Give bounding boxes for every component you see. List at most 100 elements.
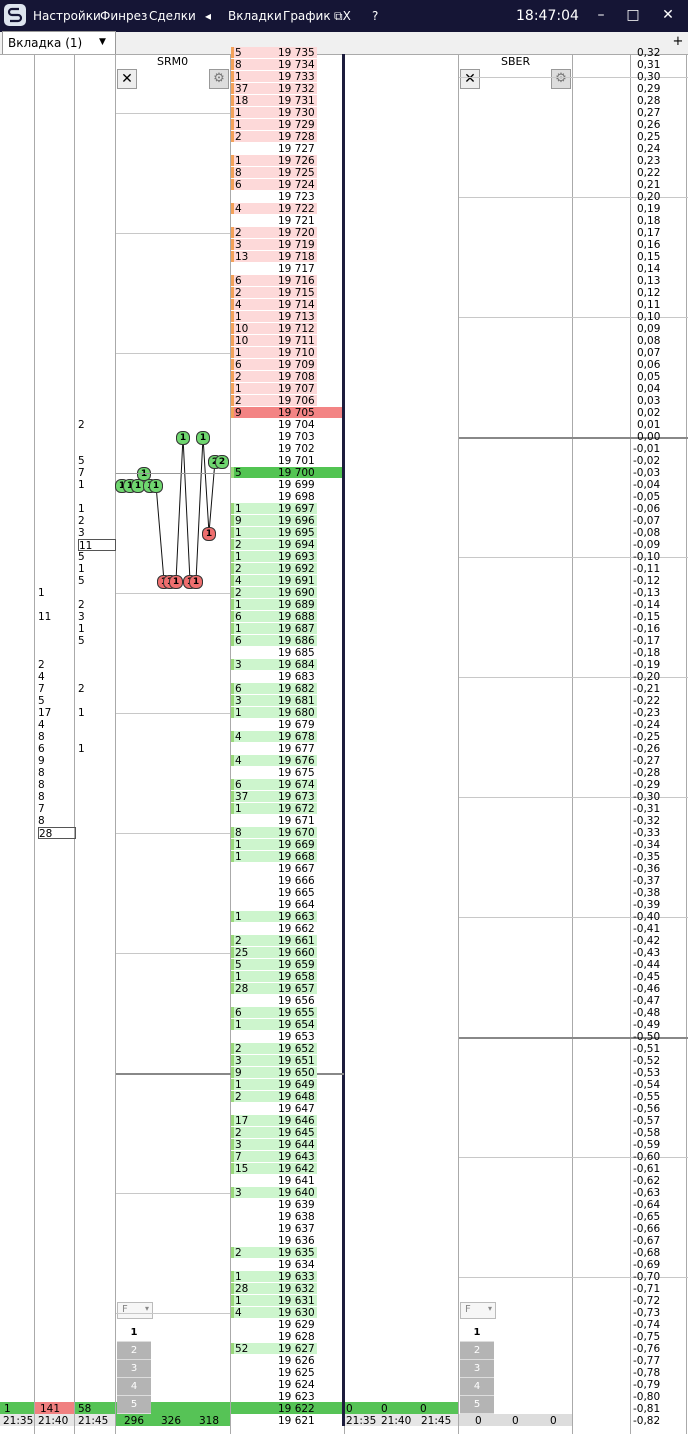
book-qty[interactable]: 3 bbox=[235, 659, 242, 671]
book-qty[interactable]: 1 bbox=[235, 707, 242, 719]
book-price[interactable]: 19 723 bbox=[278, 191, 315, 203]
book-qty[interactable]: 1 bbox=[235, 623, 242, 635]
menu-finres[interactable]: Финрез bbox=[100, 9, 148, 23]
book-price[interactable]: 19 634 bbox=[278, 1259, 315, 1271]
trade-marker[interactable]: 1 bbox=[169, 575, 183, 589]
book-qty[interactable]: 3 bbox=[235, 1055, 242, 1067]
trade-marker[interactable]: 1 bbox=[189, 575, 203, 589]
left-page-1[interactable]: 1 bbox=[117, 1324, 151, 1342]
book-qty[interactable]: 1 bbox=[235, 155, 242, 167]
left-page-5[interactable]: 5 bbox=[117, 1396, 151, 1414]
book-qty[interactable]: 1 bbox=[235, 911, 242, 923]
book-qty[interactable]: 1 bbox=[235, 347, 242, 359]
book-price[interactable]: 19 679 bbox=[278, 719, 315, 731]
book-price[interactable]: 19 660 bbox=[278, 947, 315, 959]
book-price[interactable]: 19 659 bbox=[278, 959, 315, 971]
book-price[interactable]: 19 640 bbox=[278, 1187, 315, 1199]
book-qty[interactable]: 1 bbox=[235, 1295, 242, 1307]
book-price[interactable]: 19 635 bbox=[278, 1247, 315, 1259]
menu-chart[interactable]: График bbox=[283, 9, 331, 23]
book-price[interactable]: 19 642 bbox=[278, 1163, 315, 1175]
book-qty[interactable]: 4 bbox=[235, 203, 242, 215]
add-tab-button[interactable]: + bbox=[672, 34, 684, 49]
right-page-5[interactable]: 5 bbox=[460, 1396, 494, 1414]
book-price[interactable]: 19 698 bbox=[278, 491, 315, 503]
book-price[interactable]: 19 714 bbox=[278, 299, 315, 311]
book-qty[interactable]: 10 bbox=[235, 335, 249, 347]
book-price[interactable]: 19 645 bbox=[278, 1127, 315, 1139]
book-price[interactable]: 19 662 bbox=[278, 923, 315, 935]
left-close-icon[interactable]: ✕ bbox=[117, 69, 137, 89]
book-price[interactable]: 19 694 bbox=[278, 539, 315, 551]
book-price[interactable]: 19 644 bbox=[278, 1139, 315, 1151]
book-price[interactable]: 19 733 bbox=[278, 71, 315, 83]
book-qty[interactable]: 4 bbox=[235, 755, 242, 767]
menu-deals[interactable]: Сделки bbox=[149, 9, 196, 23]
book-price[interactable]: 19 695 bbox=[278, 527, 315, 539]
book-price[interactable]: 19 675 bbox=[278, 767, 315, 779]
book-qty[interactable]: 17 bbox=[235, 1115, 249, 1127]
book-price[interactable]: 19 636 bbox=[278, 1235, 315, 1247]
book-price[interactable]: 19 715 bbox=[278, 287, 315, 299]
book-qty[interactable]: 1 bbox=[235, 527, 242, 539]
book-price[interactable]: 19 666 bbox=[278, 875, 315, 887]
left-filter-dropdown[interactable]: F ▾ bbox=[117, 1302, 153, 1319]
book-price[interactable]: 19 633 bbox=[278, 1271, 315, 1283]
book-price[interactable]: 19 657 bbox=[278, 983, 315, 995]
book-qty[interactable]: 7 bbox=[235, 1151, 242, 1163]
trade-marker[interactable]: 1 bbox=[202, 527, 216, 541]
book-qty[interactable]: 2 bbox=[235, 227, 242, 239]
book-price[interactable]: 19 705 bbox=[278, 407, 315, 419]
book-qty[interactable]: 6 bbox=[235, 611, 242, 623]
book-price[interactable]: 19 671 bbox=[278, 815, 315, 827]
book-price[interactable]: 19 623 bbox=[278, 1391, 315, 1403]
left-page-2[interactable]: 2 bbox=[117, 1342, 151, 1360]
book-price[interactable]: 19 674 bbox=[278, 779, 315, 791]
book-qty[interactable]: 4 bbox=[235, 299, 242, 311]
book-price[interactable]: 19 661 bbox=[278, 935, 315, 947]
book-qty[interactable]: 2 bbox=[235, 371, 242, 383]
book-qty[interactable]: 28 bbox=[235, 983, 249, 995]
book-price[interactable]: 19 655 bbox=[278, 1007, 315, 1019]
book-qty[interactable]: 1 bbox=[235, 1079, 242, 1091]
book-qty[interactable]: 15 bbox=[235, 1163, 249, 1175]
book-price[interactable]: 19 711 bbox=[278, 335, 315, 347]
book-qty[interactable]: 1 bbox=[235, 71, 242, 83]
book-qty[interactable]: 1 bbox=[235, 839, 242, 851]
book-price[interactable]: 19 647 bbox=[278, 1103, 315, 1115]
book-price[interactable]: 19 656 bbox=[278, 995, 315, 1007]
book-qty[interactable]: 6 bbox=[235, 683, 242, 695]
book-price[interactable]: 19 654 bbox=[278, 1019, 315, 1031]
book-qty[interactable]: 9 bbox=[235, 407, 242, 419]
book-qty[interactable]: 4 bbox=[235, 1307, 242, 1319]
book-price[interactable]: 19 622 bbox=[278, 1403, 315, 1415]
book-price[interactable]: 19 703 bbox=[278, 431, 315, 443]
book-qty[interactable]: 2 bbox=[235, 587, 242, 599]
trade-marker[interactable]: 1 bbox=[196, 431, 210, 445]
book-price[interactable]: 19 651 bbox=[278, 1055, 315, 1067]
book-price[interactable]: 19 697 bbox=[278, 503, 315, 515]
book-qty[interactable]: 3 bbox=[235, 1187, 242, 1199]
book-qty[interactable]: 13 bbox=[235, 251, 249, 263]
book-price[interactable]: 19 676 bbox=[278, 755, 315, 767]
book-qty[interactable]: 2 bbox=[235, 1127, 242, 1139]
book-price[interactable]: 19 649 bbox=[278, 1079, 315, 1091]
left-gear-icon[interactable]: ⚙ bbox=[209, 69, 229, 89]
book-qty[interactable]: 5 bbox=[235, 467, 242, 479]
book-price[interactable]: 19 682 bbox=[278, 683, 315, 695]
right-gear-icon[interactable]: ⚙ bbox=[551, 69, 571, 89]
book-price[interactable]: 19 730 bbox=[278, 107, 315, 119]
book-price[interactable]: 19 707 bbox=[278, 383, 315, 395]
book-qty[interactable]: 6 bbox=[235, 779, 242, 791]
book-price[interactable]: 19 726 bbox=[278, 155, 315, 167]
left-page-4[interactable]: 4 bbox=[117, 1378, 151, 1396]
book-price[interactable]: 19 683 bbox=[278, 671, 315, 683]
right-page-1[interactable]: 1 bbox=[460, 1324, 494, 1342]
book-price[interactable]: 19 701 bbox=[278, 455, 315, 467]
book-qty[interactable]: 2 bbox=[235, 131, 242, 143]
book-price[interactable]: 19 648 bbox=[278, 1091, 315, 1103]
book-qty[interactable]: 4 bbox=[235, 575, 242, 587]
maximize-button[interactable]: □ bbox=[626, 7, 640, 23]
book-price[interactable]: 19 729 bbox=[278, 119, 315, 131]
book-qty[interactable]: 1 bbox=[235, 803, 242, 815]
